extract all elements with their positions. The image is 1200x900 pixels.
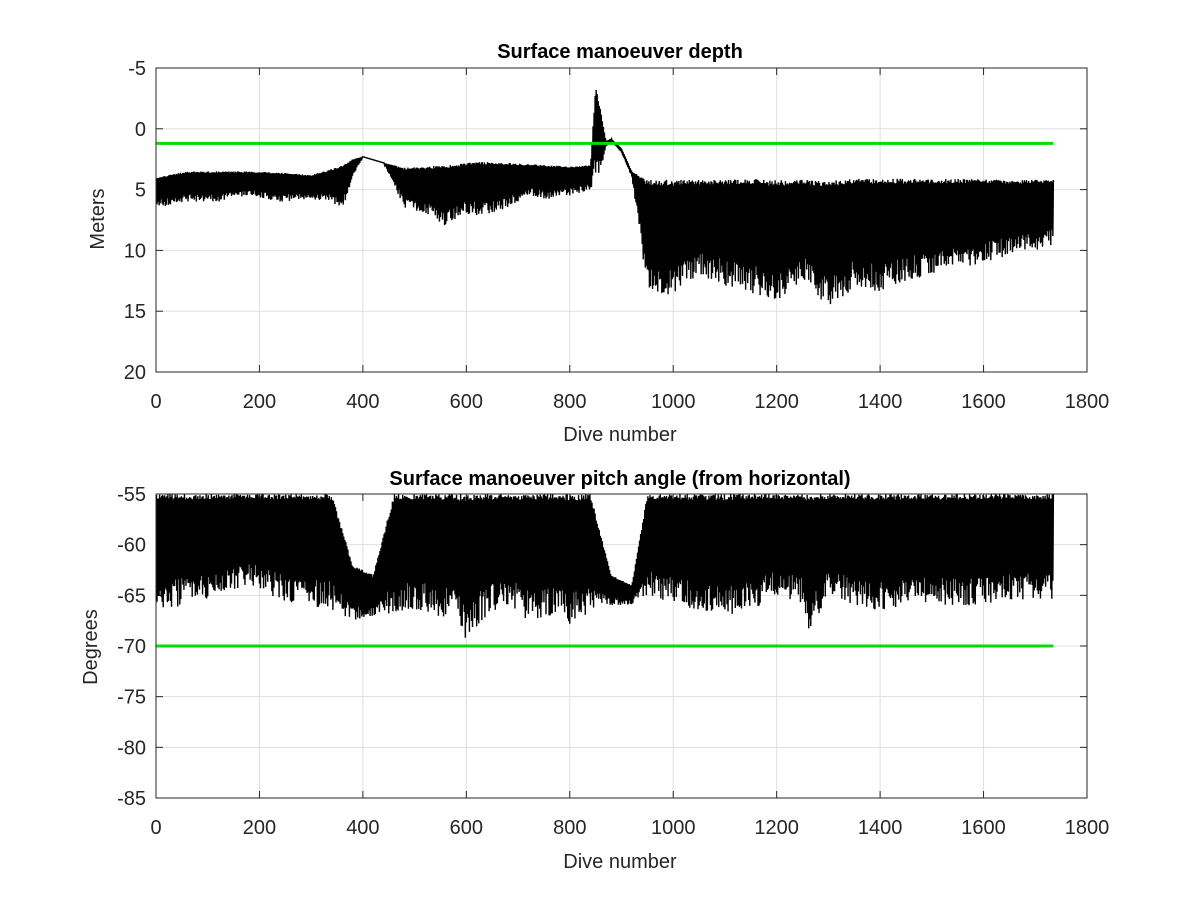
pitch-series-line	[156, 494, 1055, 638]
depth-y-tick-label: 15	[124, 301, 146, 323]
depth-x-tick-label: 0	[150, 391, 161, 413]
pitch-x-tick-label: 1400	[858, 817, 903, 839]
depth-x-tick-label: 600	[450, 391, 483, 413]
depth-y-tick-label: -5	[128, 58, 146, 80]
depth-chart: Surface manoeuver depth Dive number Mete…	[87, 41, 1109, 446]
depth-chart-title: Surface manoeuver depth	[497, 41, 743, 63]
pitch-x-tick-label: 0	[150, 817, 161, 839]
pitch-chart-ylabel: Degrees	[80, 609, 102, 685]
pitch-x-tick-label: 1000	[651, 817, 696, 839]
depth-y-tick-label: 0	[135, 119, 146, 141]
depth-chart-xlabel: Dive number	[563, 424, 677, 446]
depth-plot-area	[156, 89, 1055, 305]
depth-chart-ylabel: Meters	[87, 188, 109, 249]
depth-x-tick-label: 1200	[754, 391, 799, 413]
pitch-x-tick-label: 1200	[754, 817, 799, 839]
depth-series-line	[156, 89, 1055, 305]
depth-x-tick-label: 1600	[961, 391, 1006, 413]
depth-x-tick-label: 1000	[651, 391, 696, 413]
pitch-y-tick-label: -65	[117, 585, 146, 607]
depth-y-tick-label: 5	[135, 180, 146, 202]
pitch-chart: Surface manoeuver pitch angle (from hori…	[80, 468, 1109, 873]
pitch-x-tick-label: 400	[346, 817, 379, 839]
pitch-chart-title: Surface manoeuver pitch angle (from hori…	[389, 468, 850, 490]
depth-x-tick-label: 400	[346, 391, 379, 413]
pitch-x-tick-label: 1800	[1065, 817, 1110, 839]
depth-x-tick-label: 800	[553, 391, 586, 413]
pitch-y-tick-label: -70	[117, 636, 146, 658]
pitch-chart-xlabel: Dive number	[563, 851, 677, 873]
depth-y-tick-label: 10	[124, 240, 146, 262]
pitch-x-tick-label: 800	[553, 817, 586, 839]
depth-x-tick-label: 1400	[858, 391, 903, 413]
pitch-x-tick-label: 600	[450, 817, 483, 839]
pitch-y-tick-label: -55	[117, 484, 146, 506]
pitch-plot-area	[156, 494, 1055, 648]
pitch-y-tick-label: -85	[117, 788, 146, 810]
depth-x-tick-label: 200	[243, 391, 276, 413]
depth-y-tick-label: 20	[124, 362, 146, 384]
pitch-y-tick-label: -75	[117, 687, 146, 709]
depth-axes-box	[155, 67, 1088, 373]
pitch-x-tick-label: 1600	[961, 817, 1006, 839]
depth-x-tick-label: 1800	[1065, 391, 1110, 413]
pitch-axes-box	[155, 493, 1088, 799]
pitch-y-tick-label: -80	[117, 737, 146, 759]
pitch-y-tick-label: -60	[117, 535, 146, 557]
pitch-x-tick-label: 200	[243, 817, 276, 839]
